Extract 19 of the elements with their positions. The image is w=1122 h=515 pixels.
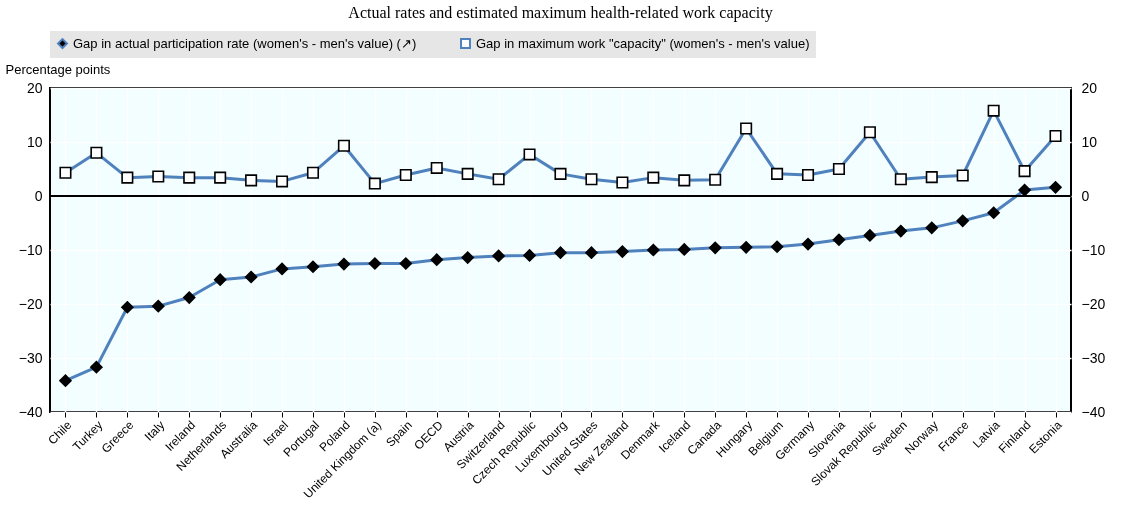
y2-tick-label: −30 bbox=[1081, 349, 1106, 366]
y-tick-label: −40 bbox=[18, 403, 43, 420]
y-tick-label: −20 bbox=[18, 295, 43, 312]
y-tick-label: −10 bbox=[18, 241, 43, 258]
x-tick-label: Italy bbox=[141, 418, 168, 444]
legend-label: Gap in maximum work "capacity" (women's - men's value) bbox=[476, 35, 810, 51]
y-tick-label: 20 bbox=[26, 79, 43, 96]
y-tick-label: 10 bbox=[26, 133, 43, 150]
y2-tick-label: −10 bbox=[1081, 241, 1106, 258]
y-axis-title: Percentage points bbox=[5, 61, 111, 77]
legend-label: Gap in actual participation rate (women's - men's value) (↗) bbox=[73, 35, 417, 51]
y-tick-label: −30 bbox=[18, 349, 43, 366]
y-tick-label: 0 bbox=[34, 187, 43, 204]
y2-tick-label: 10 bbox=[1081, 133, 1098, 150]
chart-title: Actual rates and estimated maximum health-related work capacity bbox=[348, 4, 773, 22]
y2-tick-label: 20 bbox=[1081, 79, 1098, 96]
y2-tick-label: −20 bbox=[1081, 295, 1106, 312]
y2-tick-label: −40 bbox=[1081, 403, 1106, 420]
y2-tick-label: 0 bbox=[1081, 187, 1090, 204]
